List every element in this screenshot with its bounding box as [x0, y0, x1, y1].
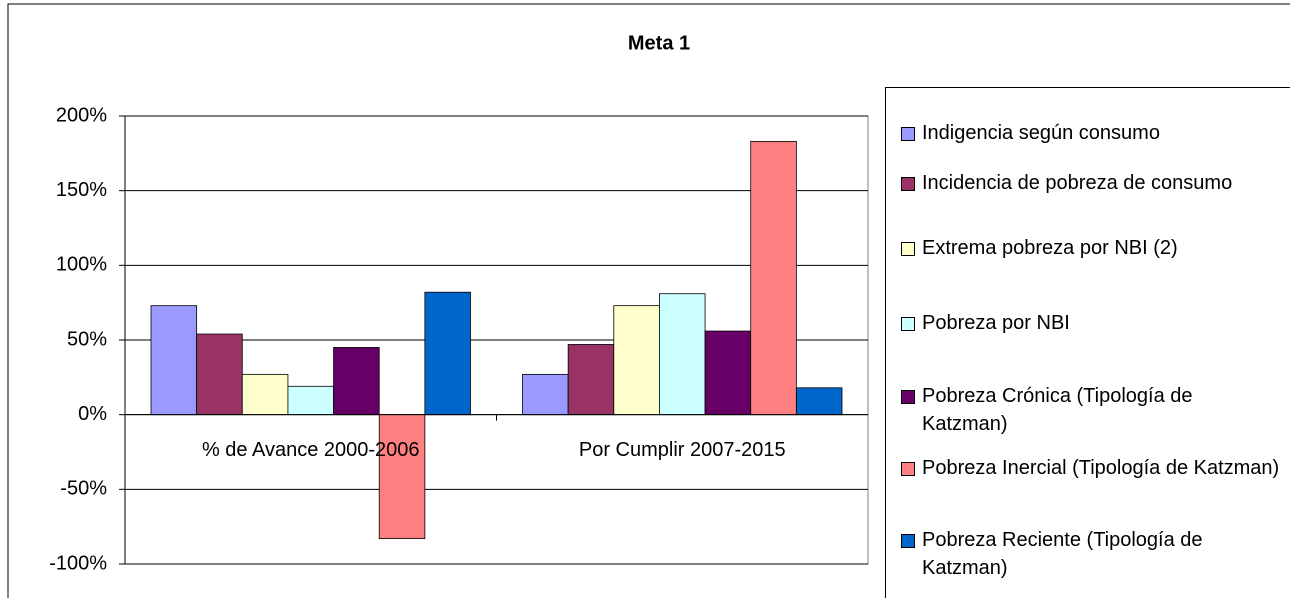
y-tick-label: 0% [78, 403, 107, 425]
legend-entry: Indigencia según consumo [901, 119, 1281, 147]
legend-swatch [901, 242, 915, 256]
bar [241, 373, 289, 416]
y-tick-label: -50% [60, 478, 107, 500]
legend-swatch [901, 127, 915, 141]
legend: Indigencia según consumo Incidencia de po… [885, 87, 1290, 598]
bar [287, 385, 334, 416]
legend-label: Indigencia según consumo [922, 122, 1160, 144]
bar [150, 305, 198, 416]
legend-entry: Pobreza Inercial (Tipología de Katzman) [901, 454, 1281, 482]
bar [704, 330, 752, 416]
legend-entry: Pobreza por NBI [901, 309, 1281, 337]
bar [613, 305, 660, 416]
legend-label: Pobreza Reciente (Tipología de Katzman) [922, 529, 1203, 579]
legend-entry: Incidencia de pobreza de consumo [901, 169, 1281, 197]
y-tick-label: 150% [56, 179, 107, 201]
bar [522, 373, 569, 416]
legend-label: Incidencia de pobreza de consumo [922, 172, 1233, 194]
legend-swatch [901, 534, 915, 548]
legend-label: Pobreza Inercial (Tipología de Katzman) [922, 457, 1280, 479]
legend-label: Pobreza Crónica (Tipología de Katzman) [922, 385, 1193, 435]
chart-border [7, 3, 1290, 598]
bar [378, 414, 426, 540]
legend-entry: Pobreza Reciente (Tipología de Katzman) [901, 526, 1281, 582]
bar [196, 333, 243, 416]
bar [424, 291, 471, 416]
y-tick-label: 50% [67, 328, 107, 350]
bar [795, 387, 843, 416]
legend-label: Pobreza por NBI [922, 312, 1070, 334]
legend-swatch [901, 390, 915, 404]
bar [333, 347, 380, 416]
legend-entry: Pobreza Crónica (Tipología de Katzman) [901, 382, 1281, 438]
bar [567, 344, 615, 416]
legend-swatch [901, 317, 915, 331]
x-tick-label: % de Avance 2000-2006 [202, 439, 420, 461]
y-tick-label: -100% [49, 552, 107, 574]
chart-title: Meta 1 [628, 32, 690, 54]
y-tick-label: 100% [56, 254, 107, 276]
bar [750, 140, 797, 416]
x-tick-label: Por Cumplir 2007-2015 [579, 439, 786, 461]
bar [659, 293, 706, 416]
y-tick-label: 200% [56, 104, 107, 126]
legend-swatch [901, 177, 915, 191]
legend-swatch [901, 462, 915, 476]
legend-label: Extrema pobreza por NBI (2) [922, 237, 1178, 259]
legend-entry: Extrema pobreza por NBI (2) [901, 234, 1281, 262]
